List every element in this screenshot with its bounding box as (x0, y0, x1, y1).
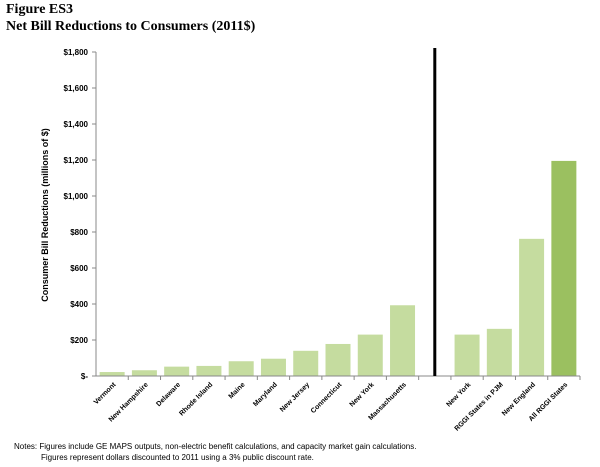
bars (99, 160, 577, 376)
bar (325, 343, 351, 376)
notes-line-2: Figures represent dollars discounted to … (41, 453, 314, 462)
y-tick-label: $1,200 (64, 156, 89, 165)
y-tick-label: $1,600 (64, 84, 89, 93)
bar (390, 305, 416, 376)
bar (486, 328, 512, 376)
x-tick-label: Rhode Island (178, 381, 214, 417)
y-tick-label: $- (81, 372, 88, 381)
bar (131, 370, 157, 376)
figure-title: Net Bill Reductions to Consumers (2011$) (6, 19, 256, 34)
bar (293, 350, 319, 376)
bar-chart: Consumer Bill Reductions (millions of $)… (40, 48, 581, 433)
y-tick-label: $600 (70, 264, 88, 273)
y-tick-label: $200 (70, 336, 88, 345)
x-tick-label: Delaware (155, 381, 182, 408)
bar (164, 366, 190, 376)
bar (99, 372, 125, 376)
x-tick-label: Maryland (252, 381, 279, 408)
y-tick-label: $1,000 (64, 192, 89, 201)
bar (519, 238, 545, 376)
x-tick-label: New York (445, 381, 472, 408)
x-axis (96, 375, 581, 380)
y-tick-label: $800 (70, 228, 88, 237)
figure-label: Figure ES3 (6, 2, 74, 17)
bar (551, 160, 577, 376)
bar (454, 334, 480, 376)
x-tick-label: New England (501, 381, 537, 417)
x-tick-label: Vermont (93, 381, 118, 406)
notes: Notes: Figures include GE MAPS outputs, … (14, 441, 416, 463)
y-tick-label: $1,800 (64, 48, 89, 57)
x-tick-label: Connecticut (310, 381, 344, 415)
x-tick-label: Maine (228, 381, 247, 400)
y-axis-label: Consumer Bill Reductions (millions of $) (40, 128, 50, 302)
bar (260, 358, 286, 376)
x-tick-label: New Jersey (279, 381, 311, 413)
y-tick-label: $400 (70, 300, 88, 309)
bar (228, 361, 254, 376)
y-tick-label: $1,400 (64, 120, 89, 129)
x-tick-label: New York (349, 381, 376, 408)
bar (196, 365, 222, 376)
bar (357, 334, 383, 376)
y-axis: $- $200 $400 $600 $800 $1,000 $1,200 $1,400 $1,6… (64, 48, 97, 381)
notes-line-1: Notes: Figures include GE MAPS outputs, … (14, 442, 417, 451)
